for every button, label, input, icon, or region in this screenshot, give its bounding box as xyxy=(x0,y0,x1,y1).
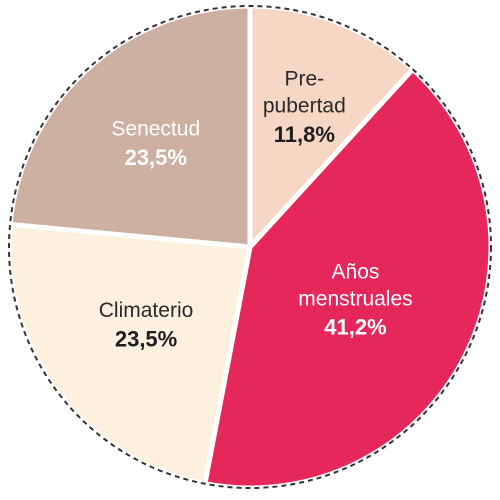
slice-name-text: Pre- xyxy=(284,68,324,91)
slice-value-label: 11,8% xyxy=(274,122,335,147)
slice-value-label: 41,2% xyxy=(324,315,386,340)
slice-label-4: Senectud 23,5% xyxy=(111,117,200,169)
slice-label-2: Años menstruales 41,2% xyxy=(298,260,412,339)
pie-labels: Pre-pubertad 11,8% Años menstruales 41,2% Cli… xyxy=(99,68,413,352)
pie-outline xyxy=(8,5,492,489)
slice-value-label: 23,5% xyxy=(115,326,177,351)
slice-label-3: Climaterio 23,5% xyxy=(99,299,194,351)
slice-name-text: Climaterio xyxy=(99,299,194,322)
slice-name-text: Senectud xyxy=(111,117,200,140)
pie-slice-3 xyxy=(6,221,253,487)
slice-name-text: Años xyxy=(332,260,380,283)
slice-name-text: pubertad xyxy=(263,95,346,118)
slice-label-1: Pre-pubertad 11,8% xyxy=(263,68,346,147)
pie-slices xyxy=(6,3,494,491)
slice-name-text: menstruales xyxy=(298,287,412,310)
slice-value-label: 23,5% xyxy=(125,145,187,170)
